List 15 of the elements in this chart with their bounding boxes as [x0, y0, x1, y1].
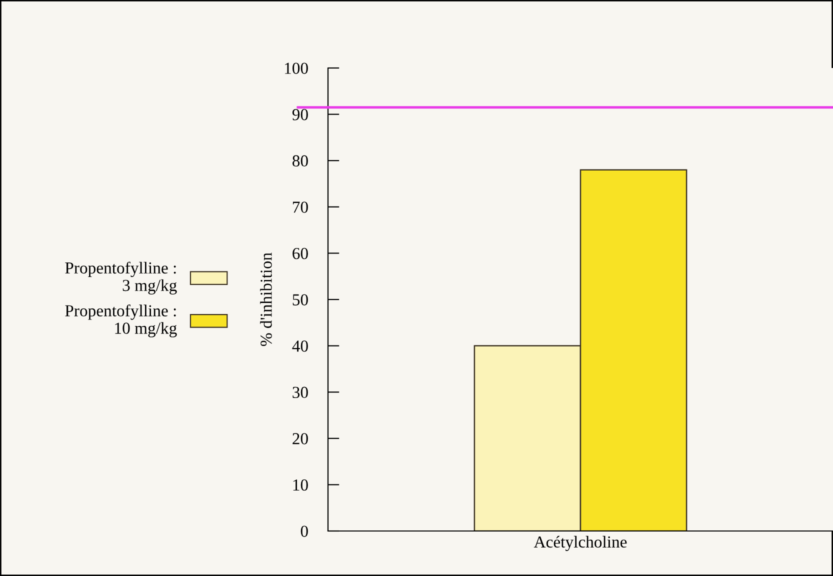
y-tick-label: 80: [292, 155, 308, 167]
y-tick-label: 90: [292, 109, 308, 120]
y-tick-label: 50: [292, 294, 308, 306]
legend-label: Propentofylline : 10 mg/kg: [65, 304, 177, 338]
y-tick-label: 40: [292, 340, 308, 352]
y-axis-title: % d'inhibition: [260, 252, 272, 346]
y-tick-label: 100: [285, 62, 308, 74]
y-tick-label: 0: [300, 526, 308, 537]
legend-label: Propentofylline : 3 mg/kg: [65, 262, 177, 294]
y-tick-label: 60: [292, 248, 308, 260]
y-tick-label: 10: [293, 479, 308, 491]
y-tick-label: 70: [292, 202, 308, 213]
y-tick-label: 30: [292, 386, 308, 398]
y-tick-label: 20: [292, 433, 308, 444]
x-tick-label: Acétylcholine: [534, 536, 627, 552]
